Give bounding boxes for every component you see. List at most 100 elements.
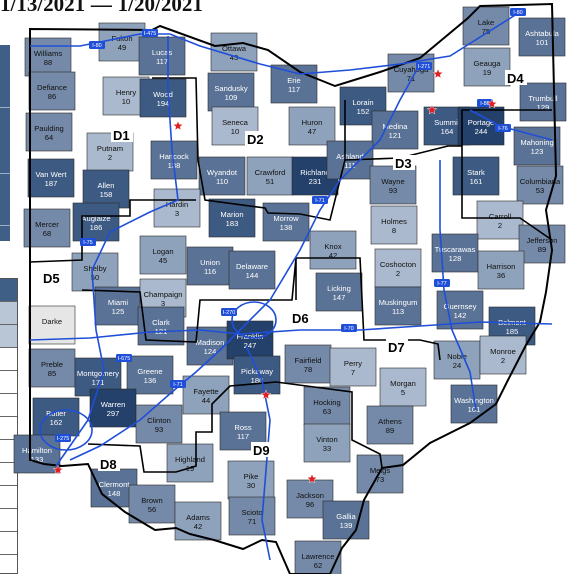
highway-shield: I-271 <box>416 62 432 70</box>
county-name: Preble <box>41 360 63 369</box>
county-value: 68 <box>43 229 51 238</box>
county-value: 247 <box>244 341 257 350</box>
county-value: 101 <box>468 405 481 414</box>
county-name: Mahoning <box>520 138 553 147</box>
county-name: Butler <box>46 409 66 418</box>
county-name: Gallia <box>336 512 356 521</box>
county-name: Henry <box>116 88 136 97</box>
county-value: 30 <box>247 481 255 490</box>
star-markers-layer <box>52 68 498 484</box>
county-value: 124 <box>204 347 217 356</box>
county-name: Auglaize <box>81 214 110 223</box>
state-outline <box>29 2 558 574</box>
county-value: 43 <box>230 53 238 62</box>
county-value: 139 <box>340 521 353 530</box>
county-name: Fulton <box>111 34 132 43</box>
county-name: Ashtabula <box>525 29 560 38</box>
district-label-d9: D9 <box>251 442 273 458</box>
highway-shield: I-475 <box>142 29 158 37</box>
star-marker <box>52 464 64 475</box>
svg-text:D2: D2 <box>247 132 264 147</box>
county-name: Ottawa <box>222 44 247 53</box>
county-name: Hancock <box>159 152 189 161</box>
county-name: Knox <box>324 242 342 251</box>
county-value: 86 <box>48 92 56 101</box>
county-name: Pickaway <box>241 367 273 376</box>
county-name: Morgan <box>390 379 416 388</box>
county-name: Montgomery <box>77 369 119 378</box>
county-name: Jefferson <box>526 236 557 245</box>
legend-cell <box>0 371 17 394</box>
left-legend-panel-bottom <box>0 278 18 574</box>
county-value: 36 <box>497 271 505 280</box>
county-name: Monroe <box>490 347 516 356</box>
county-name: Putnam <box>97 144 123 153</box>
highway-shield: I-80 <box>477 99 493 107</box>
county-value: 231 <box>309 177 322 186</box>
county-value: 62 <box>314 561 322 570</box>
county-name: Huron <box>302 118 323 127</box>
county-name: Shelby <box>83 264 106 273</box>
county-value: 5 <box>401 388 405 397</box>
county-value: 133 <box>31 455 44 464</box>
county-name: Paulding <box>34 124 64 133</box>
county-value: 53 <box>536 186 544 195</box>
county-name: Licking <box>327 284 351 293</box>
county-name: Holmes <box>381 217 407 226</box>
county-value: 24 <box>453 361 461 370</box>
legend-cell <box>0 440 17 463</box>
star-marker <box>306 473 318 484</box>
county-value: 161 <box>470 177 483 186</box>
county-value: 101 <box>536 38 549 47</box>
county-name: Perry <box>344 359 362 368</box>
legend-cell <box>0 279 17 302</box>
county-name: Columbiana <box>520 177 561 186</box>
county-name: Lucas <box>152 48 172 57</box>
county-name: Clermont <box>99 480 131 489</box>
county-value: 185 <box>506 327 519 336</box>
county-value: 88 <box>44 58 52 67</box>
county-value: 194 <box>157 99 170 108</box>
county-value: 44 <box>202 396 210 405</box>
county-value: 121 <box>389 131 402 140</box>
county-name: Brown <box>141 496 163 505</box>
county-value: 3 <box>175 209 179 218</box>
county-value: 147 <box>333 293 346 302</box>
county-name: Williams <box>34 49 62 58</box>
legend-cell <box>0 463 17 486</box>
county-value: 297 <box>107 409 120 418</box>
county-value: 10 <box>122 97 130 106</box>
county-value: 85 <box>48 369 56 378</box>
svg-text:I-275: I-275 <box>57 436 70 442</box>
county-name: Summit <box>434 118 461 127</box>
date-start: 1/13/2021 <box>0 0 86 16</box>
left-legend-panel-top <box>0 45 10 241</box>
county-name: Harrison <box>487 262 516 271</box>
highway-shield: I-71 <box>170 380 186 388</box>
county-value: 128 <box>449 254 462 263</box>
district-label-d7: D7 <box>386 339 408 355</box>
legend-cell <box>0 348 17 371</box>
